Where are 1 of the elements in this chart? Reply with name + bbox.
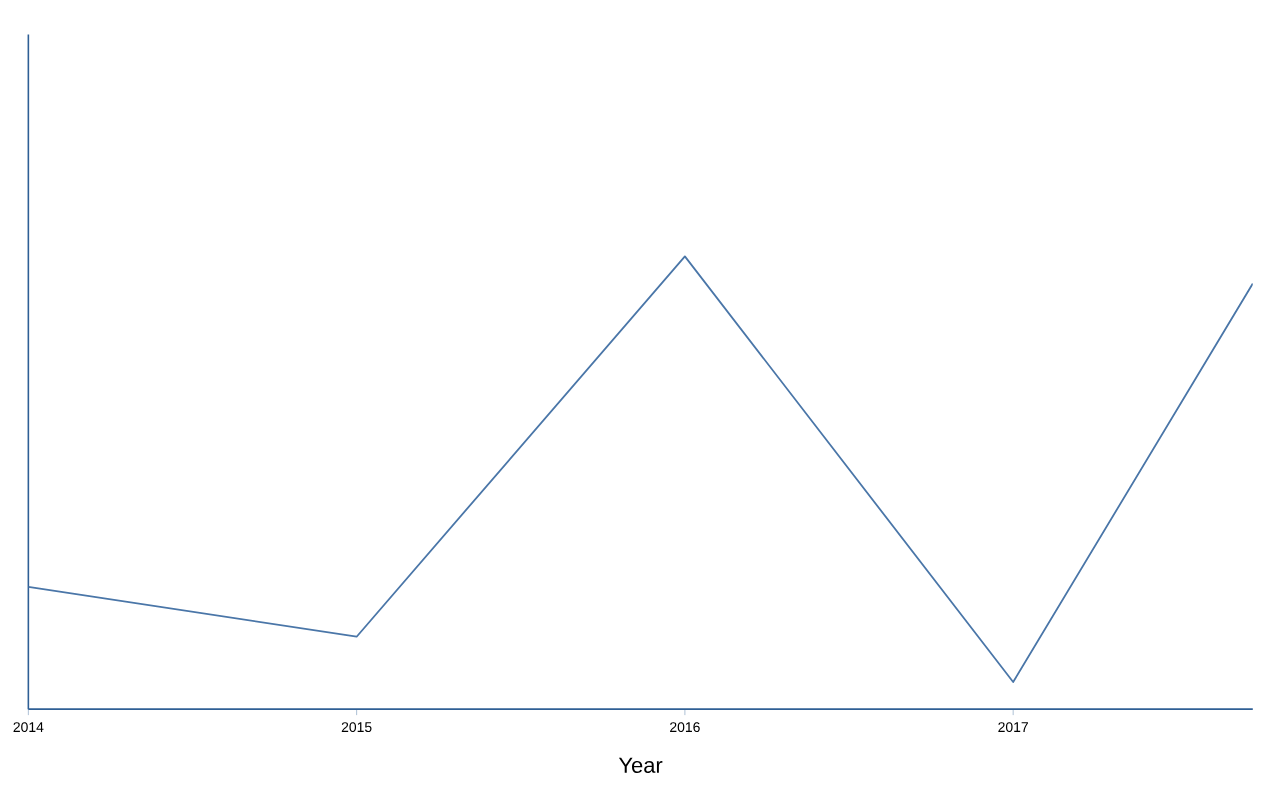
x-axis-title: Year [618, 757, 663, 774]
